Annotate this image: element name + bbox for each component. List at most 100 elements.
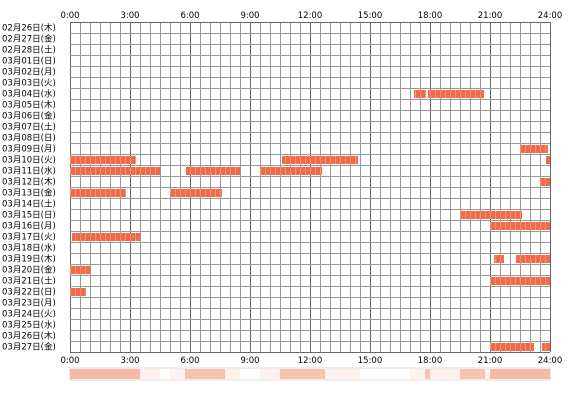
summary-slot bbox=[485, 369, 491, 379]
summary-slot bbox=[415, 369, 421, 379]
summary-slot bbox=[410, 369, 416, 379]
summary-slot bbox=[195, 369, 201, 379]
sleep-bar bbox=[540, 178, 550, 186]
summary-slot bbox=[515, 369, 521, 379]
summary-slot bbox=[185, 369, 191, 379]
summary-slot bbox=[205, 369, 211, 379]
summary-slot bbox=[270, 369, 276, 379]
x-tick-label-top: 18:00 bbox=[418, 11, 443, 21]
row-label: 03月10日(火) bbox=[2, 156, 56, 166]
summary-slot bbox=[95, 369, 101, 379]
x-tick-label-bottom: 24:00 bbox=[538, 356, 563, 366]
bars bbox=[70, 90, 550, 351]
summary-slot bbox=[545, 369, 551, 379]
row-label: 03月17日(火) bbox=[2, 233, 56, 243]
summary-slot bbox=[535, 369, 541, 379]
x-tick-label-bottom: 6:00 bbox=[180, 356, 199, 366]
summary-slot bbox=[175, 369, 181, 379]
summary-slot bbox=[430, 369, 436, 379]
row-label: 03月26日(木) bbox=[2, 331, 56, 342]
row-label: 03月21日(土) bbox=[2, 276, 56, 287]
row-label: 03月03日(火) bbox=[2, 79, 56, 89]
row-label: 03月06日(金) bbox=[2, 111, 56, 122]
summary-slot bbox=[70, 369, 76, 379]
row-label: 03月12日(木) bbox=[2, 177, 56, 188]
summary-slot bbox=[335, 369, 341, 379]
summary-slot bbox=[450, 369, 456, 379]
sleep-bar bbox=[542, 343, 550, 351]
row-label: 03月07日(土) bbox=[2, 122, 56, 133]
sleep-bar bbox=[70, 288, 86, 296]
row-label: 03月27日(金) bbox=[2, 342, 56, 353]
sleep-bar bbox=[70, 266, 90, 274]
summary-slot bbox=[520, 369, 526, 379]
row-label: 02月28日(土) bbox=[2, 45, 56, 56]
sleep-bar bbox=[460, 211, 522, 219]
summary-slot bbox=[305, 369, 311, 379]
summary-slot bbox=[215, 369, 221, 379]
row-label: 03月25日(水) bbox=[2, 320, 56, 331]
summary-slot bbox=[120, 369, 126, 379]
sleep-bar bbox=[520, 145, 548, 153]
summary-slot bbox=[290, 369, 296, 379]
summary-slot bbox=[540, 369, 546, 379]
x-tick-label-bottom: 18:00 bbox=[418, 356, 443, 366]
summary-slot bbox=[275, 369, 281, 379]
sleep-bar bbox=[546, 156, 550, 164]
sleep-bar bbox=[516, 255, 550, 263]
summary-slot bbox=[110, 369, 116, 379]
row-label: 02月26日(木) bbox=[2, 23, 56, 34]
summary-slot bbox=[475, 369, 481, 379]
summary-slot bbox=[145, 369, 151, 379]
summary-slot bbox=[350, 369, 356, 379]
x-tick-label-top: 3:00 bbox=[120, 11, 139, 21]
summary-slot bbox=[200, 369, 206, 379]
summary-slot bbox=[315, 369, 321, 379]
row-label: 03月11日(水) bbox=[2, 166, 56, 177]
summary-slot bbox=[100, 369, 106, 379]
x-tick-label-bottom: 0:00 bbox=[60, 356, 79, 366]
row-label: 03月05日(木) bbox=[2, 100, 56, 111]
summary-slot bbox=[440, 369, 446, 379]
summary-slot bbox=[320, 369, 326, 379]
row-label: 03月08日(日) bbox=[2, 134, 56, 144]
row-label: 03月18日(水) bbox=[2, 243, 56, 254]
x-tick-label-bottom: 15:00 bbox=[358, 356, 383, 366]
x-tick-label-bottom: 3:00 bbox=[120, 356, 139, 366]
sleep-bar bbox=[170, 189, 222, 197]
row-label: 03月09日(月) bbox=[2, 145, 56, 155]
summary-slot bbox=[115, 369, 121, 379]
sleep-bar bbox=[70, 167, 160, 175]
summary-slot bbox=[310, 369, 316, 379]
summary-slot bbox=[265, 369, 271, 379]
sleep-bar bbox=[72, 233, 140, 241]
summary-slot bbox=[220, 369, 226, 379]
summary-slot bbox=[435, 369, 441, 379]
x-tick-label-top: 24:00 bbox=[538, 11, 563, 21]
summary-slot bbox=[325, 369, 331, 379]
summary-slot bbox=[280, 369, 286, 379]
sleep-bar bbox=[70, 156, 136, 164]
summary-slot bbox=[105, 369, 111, 379]
summary-slot bbox=[445, 369, 451, 379]
summary-slot bbox=[155, 369, 161, 379]
sleep-bar bbox=[490, 343, 534, 351]
x-axis-ticks: 0:00 0:00 3:00 3:00 6:00 6:00 9:00 9:00 12:00 12:… bbox=[60, 11, 562, 366]
row-label: 03月14日(土) bbox=[2, 199, 56, 210]
summary-slot bbox=[150, 369, 156, 379]
row-label: 02月27日(金) bbox=[2, 34, 56, 45]
row-label: 03月24日(火) bbox=[2, 310, 56, 320]
x-tick-label-bottom: 12:00 bbox=[298, 356, 323, 366]
sleep-bar bbox=[428, 90, 484, 98]
summary-slot bbox=[300, 369, 306, 379]
summary-slot bbox=[260, 369, 266, 379]
row-label: 03月04日(水) bbox=[2, 89, 56, 100]
summary-slot bbox=[510, 369, 516, 379]
summary-slot bbox=[345, 369, 351, 379]
row-label: 03月15日(日) bbox=[2, 211, 56, 221]
row-labels: 02月26日(木)02月27日(金)02月28日(土)03月01日(日)03月0… bbox=[2, 23, 56, 353]
summary-slot bbox=[530, 369, 536, 379]
summary-slot bbox=[480, 369, 486, 379]
x-tick-label-bottom: 9:00 bbox=[240, 356, 259, 366]
summary-slot bbox=[355, 369, 361, 379]
